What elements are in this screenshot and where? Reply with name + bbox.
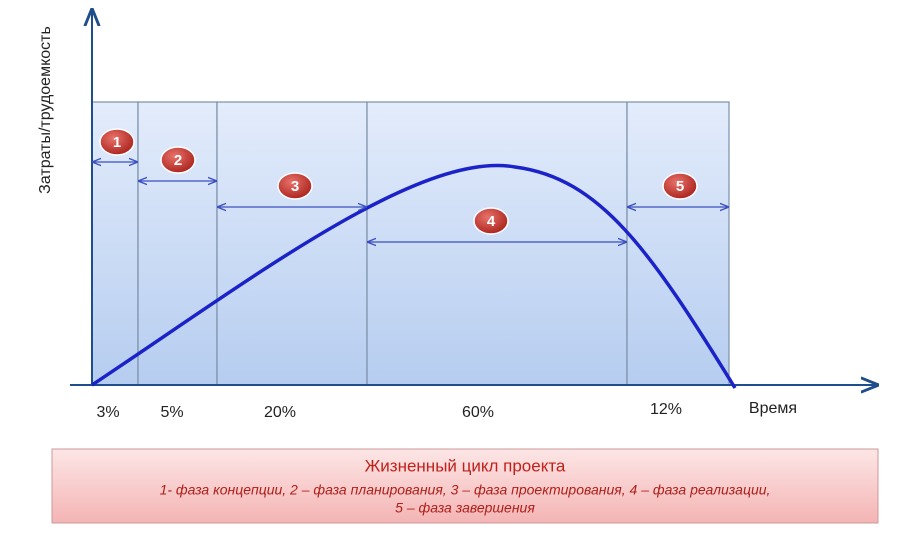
phase-share: 5% xyxy=(160,404,183,421)
phase-number: 3 xyxy=(291,178,299,195)
phase-number: 5 xyxy=(676,178,684,195)
phase-box xyxy=(366,101,628,386)
phase-share: 3% xyxy=(96,404,119,421)
phase-badge xyxy=(99,128,135,156)
phase-badge xyxy=(473,207,509,235)
phase-badge xyxy=(662,172,698,200)
phase-number: 2 xyxy=(174,152,182,169)
phase-share: 20% xyxy=(264,404,296,421)
x-axis-label: Время xyxy=(749,400,797,417)
legend-title: Жизненный цикл проекта xyxy=(365,456,566,475)
phase-badge xyxy=(160,146,196,174)
phase-share: 12% xyxy=(650,401,682,418)
legend-line: 1- фаза концепции, 2 – фаза планирования… xyxy=(160,482,771,498)
badges xyxy=(99,128,698,235)
phase-number: 1 xyxy=(113,134,121,151)
effort-curve xyxy=(91,163,737,389)
phase-box xyxy=(137,101,218,386)
legend-line: 5 – фаза завершения xyxy=(395,500,535,516)
phase-box xyxy=(626,101,730,386)
y-axis-label: Затраты/трудоемкость xyxy=(37,26,54,194)
phase-share: 60% xyxy=(462,404,494,421)
phase-number: 4 xyxy=(487,213,496,230)
phase-boxes xyxy=(91,101,730,386)
legend-box xyxy=(51,448,879,524)
phase-arrows xyxy=(93,162,728,242)
phase-box xyxy=(216,101,368,386)
phase-badge xyxy=(277,172,313,200)
